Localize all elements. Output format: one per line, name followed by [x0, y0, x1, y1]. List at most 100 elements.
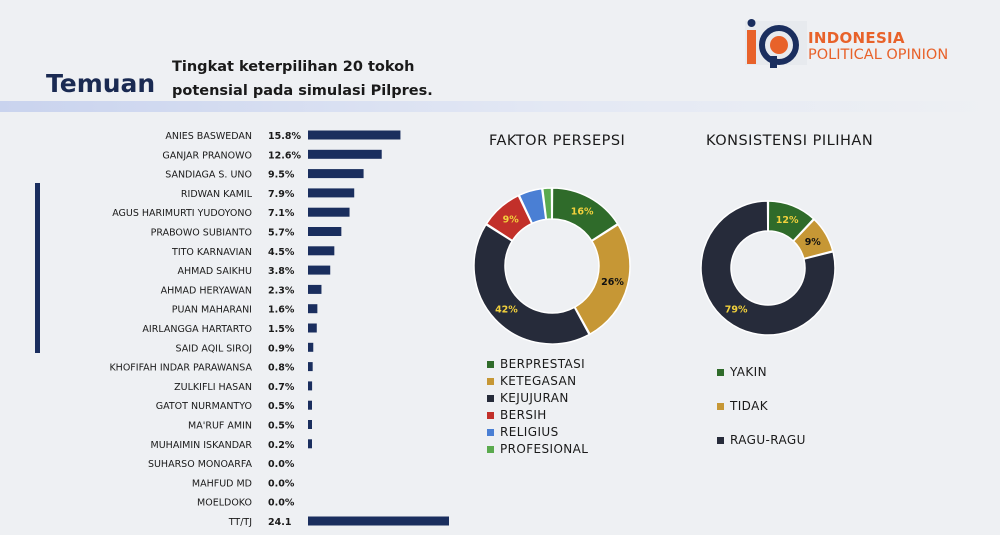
bar-category-label: AGUS HARIMURTI YUDOYONO: [112, 208, 252, 219]
donut-slice: [573, 223, 631, 336]
donut-value-label: 42%: [495, 304, 518, 315]
bar: [308, 323, 317, 333]
legend-label: PROFESIONAL: [500, 442, 589, 456]
logo-text: INDONESIA POLITICAL OPINION: [808, 30, 948, 64]
legend-item: KEJUJURAN: [487, 390, 588, 407]
legend-label: KEJUJURAN: [500, 391, 569, 405]
header-band: [0, 101, 1000, 112]
bar-category-label: GATOT NURMANTYO: [156, 401, 252, 412]
bar-category-label: TT/TJ: [228, 517, 252, 528]
bar-category-label: SANDIAGA S. UNO: [165, 170, 252, 181]
donut-value-label: 12%: [776, 215, 799, 226]
bar-category-label: MAHFUD MD: [192, 478, 252, 489]
legend-label: BERSIH: [500, 408, 547, 422]
legend-konsistensi-pilihan: YAKIN TIDAK RAGU-RAGU: [717, 364, 806, 466]
bar-category-label: ZULKIFLI HASAN: [174, 382, 252, 393]
bar-category-label: AIRLANGGA HARTARTO: [142, 324, 252, 335]
bar-category-label: MA'RUF AMIN: [188, 421, 252, 432]
bar-value-label: 0.5%: [268, 421, 295, 432]
bar-value-label: 0.0%: [268, 498, 295, 509]
legend-label: BERPRESTASI: [500, 357, 586, 371]
bar-value-label: 12.6%: [268, 150, 301, 161]
legend-label: RELIGIUS: [500, 425, 559, 439]
donut-value-label: 9%: [503, 215, 520, 226]
legend-swatch: [487, 395, 494, 402]
donut-slice: [541, 187, 553, 221]
page-subtitle: Tingkat keterpilihan 20 tokoh potensial …: [172, 55, 433, 103]
bar-category-label: KHOFIFAH INDAR PARAWANSA: [109, 363, 252, 374]
donut-slice: [551, 187, 619, 242]
left-accent-bar: [35, 183, 40, 353]
bar-value-label: 1.6%: [268, 305, 295, 316]
bar-value-label: 7.1%: [268, 208, 295, 219]
legend-item: RELIGIUS: [487, 424, 588, 441]
bar-value-label: 7.9%: [268, 189, 295, 200]
donut-chart-faktor-persepsi: 16%26%42%9%5%2%: [473, 176, 631, 345]
legend-label: TIDAK: [730, 399, 768, 413]
donut-value-label: 79%: [725, 305, 748, 316]
bar-value-label: 2.3%: [268, 285, 295, 296]
subtitle-line-2: potensial pada simulasi Pilpres.: [172, 83, 433, 99]
logo: [745, 18, 985, 68]
bar-category-label: RIDWAN KAMIL: [181, 189, 253, 200]
legend-item: KETEGASAN: [487, 373, 588, 390]
bar: [308, 265, 331, 275]
bar: [308, 362, 313, 372]
legend-item: RAGU-RAGU: [717, 432, 806, 466]
bar-category-label: MUHAIMIN ISKANDAR: [151, 440, 253, 451]
bar: [308, 207, 350, 217]
bar: [308, 188, 355, 198]
legend-label: YAKIN: [730, 365, 767, 379]
bar: [308, 227, 342, 236]
donut-value-label: 9%: [805, 237, 822, 248]
bar-category-label: MOELDOKO: [197, 498, 252, 509]
legend-label: KETEGASAN: [500, 374, 577, 388]
bar: [308, 420, 312, 429]
bar-category-label: TITO KARNAVIAN: [171, 247, 252, 258]
legend-item: YAKIN: [717, 364, 806, 398]
bar: [308, 516, 449, 526]
bar-category-label: GANJAR PRANOWO: [162, 150, 252, 161]
legend-swatch: [717, 369, 724, 376]
bar-category-label: AHMAD HERYAWAN: [161, 285, 252, 296]
bar-value-label: 9.5%: [268, 170, 295, 181]
bar: [308, 169, 364, 179]
bar-value-label: 24.1: [268, 517, 291, 528]
bar-value-label: 0.9%: [268, 343, 295, 354]
legend-swatch: [717, 437, 724, 444]
bar-value-label: 0.0%: [268, 478, 295, 489]
legend-label: RAGU-RAGU: [730, 433, 806, 447]
logo-mark-icon: [745, 19, 807, 68]
bar-value-label: 0.0%: [268, 459, 295, 470]
bar-value-label: 3.8%: [268, 266, 295, 277]
legend-swatch: [487, 361, 494, 368]
bar-value-label: 0.5%: [268, 401, 295, 412]
bar-category-label: AHMAD SAIKHU: [177, 266, 252, 277]
bar-value-label: 0.8%: [268, 363, 295, 374]
legend-swatch: [487, 429, 494, 436]
page-title: Temuan: [46, 69, 156, 98]
logo-line-1: INDONESIA: [808, 29, 905, 47]
legend-faktor-persepsi: BERPRESTASI KETEGASAN KEJUJURAN BERSIH RELIG…: [487, 356, 588, 458]
legend-swatch: [487, 378, 494, 385]
legend-item: PROFESIONAL: [487, 441, 588, 458]
donut-title-konsistensi-pilihan: KONSISTENSI PILIHAN: [706, 133, 874, 149]
legend-swatch: [487, 446, 494, 453]
bar: [308, 304, 318, 314]
donut-title-faktor-persepsi: FAKTOR PERSEPSI: [489, 133, 626, 149]
bar-category-label: SAID AQIL SIROJ: [176, 343, 252, 354]
subtitle-line-1: Tingkat keterpilihan 20 tokoh: [172, 59, 415, 75]
donut-chart-konsistensi-pilihan: 12% 9% 79%: [700, 200, 836, 336]
legend-item: TIDAK: [717, 398, 806, 432]
bar: [308, 284, 322, 294]
bar: [308, 381, 313, 391]
legend-swatch: [487, 412, 494, 419]
bar: [308, 342, 314, 352]
bar-category-label: SUHARSO MONOARFA: [148, 459, 253, 470]
legend-swatch: [717, 403, 724, 410]
donut-value-label: 26%: [601, 277, 624, 288]
bar-value-label: 0.2%: [268, 440, 295, 451]
bar-value-label: 4.5%: [268, 247, 295, 258]
bar-chart: ANIES BASWEDAN 15.8% GANJAR PRANOWO 12.6% SA…: [109, 130, 449, 528]
donut-value-label: 16%: [571, 207, 594, 218]
